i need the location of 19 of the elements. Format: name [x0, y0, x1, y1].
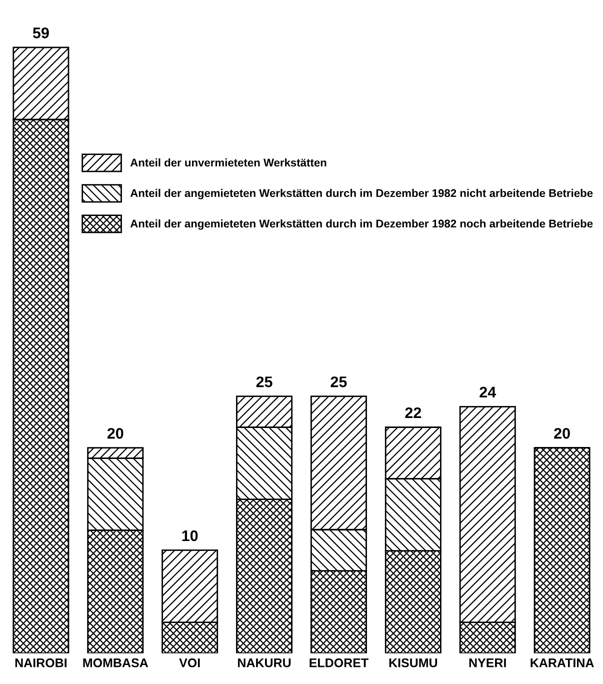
annotation: 20: [107, 428, 124, 439]
x-tick-label: KARATINA: [530, 658, 594, 668]
x-tick-label: NAIROBI: [15, 658, 66, 668]
x-tick-label: NYERI: [469, 658, 506, 668]
annotation: 20: [554, 428, 570, 439]
legend-label: Anteil der unvermieteten Werkstätten: [130, 158, 326, 167]
annotation: 25: [330, 376, 347, 388]
x-tick-label: VOI: [179, 658, 200, 668]
legend-label: Anteil der angemieteten Werkstätten durch im Dezember 1982 nicht arbeitende Betriebe: [130, 188, 593, 200]
x-tick-label: MOMBASA: [83, 658, 148, 668]
annotation: 22: [405, 407, 422, 418]
annotation: 59: [32, 27, 49, 38]
annotation: 25: [256, 376, 272, 388]
x-tick-label: KISUMU: [389, 658, 438, 668]
legend-label: Anteil der angemieteten Werkstätten durch im Dezember 1982 noch arbeitende Betriebe: [130, 219, 593, 230]
annotation: 24: [480, 386, 496, 398]
x-tick-label: NAKURU: [238, 658, 291, 668]
annotation: 10: [182, 530, 198, 542]
x-tick-label: ELDORET: [310, 658, 368, 668]
